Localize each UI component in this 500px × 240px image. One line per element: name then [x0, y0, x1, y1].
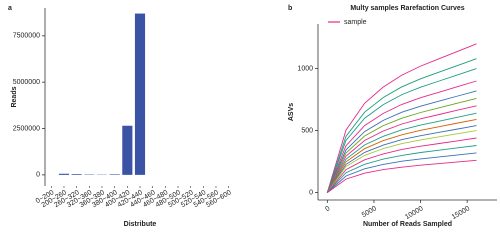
rarefaction-curve	[326, 125, 477, 193]
rarefaction-curve	[326, 90, 477, 193]
rarefaction-curve	[326, 112, 477, 193]
x-tick-label: 15000	[451, 205, 471, 221]
x-axis-label: Distribute	[124, 221, 157, 228]
rarefaction-curve	[326, 97, 477, 193]
bar	[122, 125, 133, 175]
y-tick-label: 1000	[297, 65, 313, 72]
y-tick-label: 500	[301, 127, 313, 134]
rarefaction-curve	[326, 68, 477, 193]
rarefaction-curve	[327, 159, 477, 193]
x-tick-label: 10000	[404, 205, 424, 221]
rarefaction-curve	[326, 137, 477, 193]
bar	[71, 174, 82, 175]
rarefaction-curve	[326, 80, 477, 193]
panel-label: b	[288, 5, 292, 12]
y-tick-label: 0	[309, 189, 313, 196]
y-tick-label: 2500000	[13, 125, 40, 132]
figure: a02500000500000075000000~200200~260260~3…	[8, 5, 497, 228]
rarefaction-curve	[327, 152, 477, 193]
chart-title: Multy samples Rarefaction Curves	[350, 5, 464, 12]
rarefaction-curve	[326, 145, 477, 193]
y-tick-label: 7500000	[13, 33, 40, 40]
panel-label: a	[8, 5, 12, 12]
x-axis-label: Number of Reads Sampled	[363, 221, 452, 228]
rarefaction-curve	[326, 130, 477, 193]
page: a 0 2500000 5000000 7500000 0~200 200~260 260~3…	[8, 4, 497, 228]
rarefaction-curve	[326, 43, 477, 193]
legend-label: sample	[344, 19, 367, 26]
x-tick-label: 5000	[361, 205, 378, 219]
y-tick-label: 0	[36, 172, 40, 179]
bar	[58, 173, 70, 175]
y-axis-label: ASVs	[288, 103, 295, 121]
bar	[134, 13, 146, 175]
x-tick-label: 0	[324, 205, 331, 213]
y-tick-label: 5000000	[13, 79, 40, 86]
rarefaction-curve	[326, 105, 477, 193]
y-axis-label: Reads	[11, 86, 18, 107]
rarefaction-curve	[326, 58, 477, 193]
bar	[109, 174, 120, 175]
rarefaction-curve	[326, 118, 477, 193]
